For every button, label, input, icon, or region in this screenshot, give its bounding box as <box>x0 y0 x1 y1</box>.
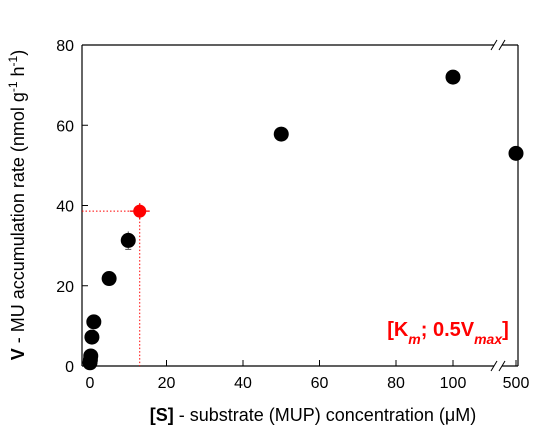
axis-break-mark <box>498 360 506 372</box>
x-tick-label: 0 <box>86 375 95 392</box>
y-axis-title: V - MU accumulation rate (nmol g-1 h-1) <box>6 50 28 360</box>
y-tick-label: 60 <box>56 118 74 135</box>
data-point <box>445 69 461 85</box>
x-tick-label: 60 <box>311 375 329 392</box>
data-point <box>86 314 102 330</box>
x-tick-label: 100 <box>440 375 467 392</box>
x-axis-title: [S] - substrate (MUP) concentration (μM) <box>150 405 476 425</box>
data-point <box>84 329 100 345</box>
x-tick-label: 500 <box>503 375 530 392</box>
axis-break-gap <box>494 40 502 50</box>
axis-break-gap <box>494 361 502 371</box>
data-point <box>101 271 117 287</box>
y-tick-label: 80 <box>56 38 74 55</box>
axes <box>81 39 519 372</box>
y-tick-label: 20 <box>56 279 74 296</box>
ticks: 0 20 40 60 80 0 20 40 60 80 100 500 <box>56 38 529 392</box>
x-tick-label: 20 <box>158 375 176 392</box>
axis-break-mark <box>490 39 498 51</box>
x-tick-label: 40 <box>234 375 252 392</box>
data-point <box>273 126 289 142</box>
axis-break-mark <box>498 39 506 51</box>
points <box>82 69 524 371</box>
x-tick-label: 80 <box>387 375 405 392</box>
y-tick-label: 0 <box>65 359 74 376</box>
data-point <box>508 145 524 161</box>
axis-break-mark <box>490 360 498 372</box>
y-tick-label: 40 <box>56 199 74 216</box>
data-point <box>120 232 136 248</box>
km-data-point <box>133 204 147 218</box>
km-annotation: [Km; 0.5Vmax] <box>387 319 509 347</box>
data-point <box>83 348 99 364</box>
guides <box>82 210 141 366</box>
